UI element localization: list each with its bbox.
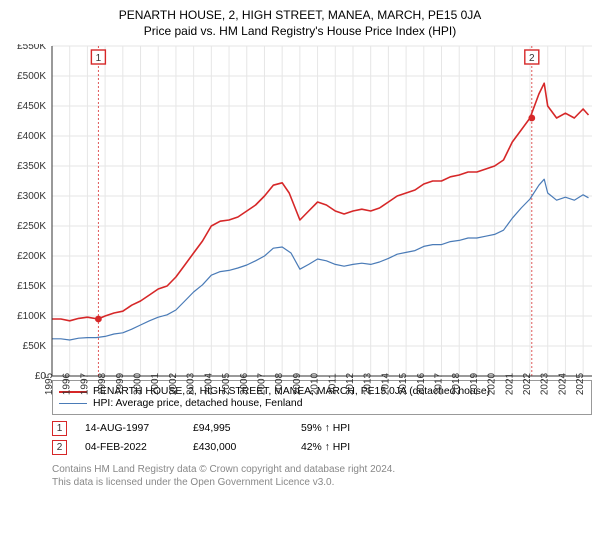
footer-attribution: Contains HM Land Registry data © Crown c… [52, 463, 592, 489]
annotation-date: 14-AUG-1997 [85, 423, 175, 434]
svg-text:£300K: £300K [17, 191, 46, 202]
annotation-row: 2 04-FEB-2022 £430,000 42% ↑ HPI [52, 438, 592, 457]
footer-line-1: Contains HM Land Registry data © Crown c… [52, 463, 592, 476]
svg-text:1: 1 [96, 53, 102, 64]
svg-text:£100K: £100K [17, 311, 46, 322]
plot-area: £0£50K£100K£150K£200K£250K£300K£350K£400… [8, 44, 548, 374]
annotation-marker: 1 [52, 421, 67, 436]
annotation-delta: 59% ↑ HPI [301, 423, 391, 434]
annotation-row: 1 14-AUG-1997 £94,995 59% ↑ HPI [52, 419, 592, 438]
annotation-marker: 2 [52, 440, 67, 455]
svg-text:£550K: £550K [17, 44, 46, 52]
chart-container: PENARTH HOUSE, 2, HIGH STREET, MANEA, MA… [8, 8, 592, 489]
svg-text:£250K: £250K [17, 221, 46, 232]
chart-title: PENARTH HOUSE, 2, HIGH STREET, MANEA, MA… [8, 8, 592, 22]
svg-text:2: 2 [529, 53, 535, 64]
annotation-delta: 42% ↑ HPI [301, 442, 391, 453]
annotation-price: £94,995 [193, 423, 283, 434]
chart-svg: £0£50K£100K£150K£200K£250K£300K£350K£400… [8, 44, 594, 408]
svg-text:£200K: £200K [17, 251, 46, 262]
chart-subtitle: Price paid vs. HM Land Registry's House … [8, 24, 592, 38]
svg-text:£150K: £150K [17, 281, 46, 292]
annotation-price: £430,000 [193, 442, 283, 453]
svg-text:£450K: £450K [17, 101, 46, 112]
svg-text:£400K: £400K [17, 131, 46, 142]
svg-text:£350K: £350K [17, 161, 46, 172]
footer-line-2: This data is licensed under the Open Gov… [52, 476, 592, 489]
annotation-date: 04-FEB-2022 [85, 442, 175, 453]
svg-text:£50K: £50K [23, 341, 47, 352]
annotation-table: 1 14-AUG-1997 £94,995 59% ↑ HPI 2 04-FEB-2022… [52, 419, 592, 457]
svg-text:£500K: £500K [17, 71, 46, 82]
